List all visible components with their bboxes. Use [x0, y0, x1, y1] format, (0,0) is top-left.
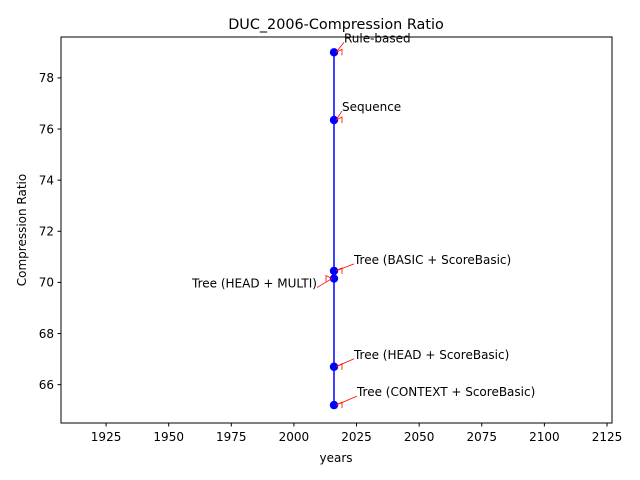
y-axis-label: Compression Ratio [15, 174, 29, 287]
annotation-arrowhead [335, 363, 343, 370]
x-tick-label: 2050 [404, 430, 435, 444]
x-axis-label: years [319, 451, 352, 465]
y-tick-label: 74 [39, 173, 54, 187]
x-axis-ticks: 1925 1950 1975 2000 2025 2050 2075 2100 2125 [91, 423, 622, 444]
y-tick-label: 72 [39, 225, 54, 239]
annotation-arrowhead [335, 401, 343, 409]
annotation-layer: Rule-based Sequence Tree (BASIC + ScoreBas… [191, 31, 535, 409]
annotation-arrowhead [325, 274, 333, 282]
y-tick-label: 70 [39, 276, 54, 290]
y-tick-label: 76 [39, 122, 54, 136]
annotation-arrowhead [335, 116, 343, 124]
data-point [329, 400, 339, 410]
data-point [329, 48, 339, 57]
y-tick-label: 78 [39, 71, 54, 85]
chart-title: DUC_2006-Compression Ratio [228, 17, 444, 33]
data-point-label: Tree (CONTEXT + ScoreBasic) [356, 385, 535, 399]
data-point-label: Tree (HEAD + ScoreBasic) [353, 348, 509, 362]
annotation-arrow [335, 42, 345, 53]
x-tick-label: 2025 [341, 430, 372, 444]
x-tick-label: 1975 [216, 430, 247, 444]
annotation-arrow [335, 110, 343, 121]
data-point [329, 266, 339, 276]
data-point-label: Tree (HEAD + MULTI) [191, 277, 317, 291]
x-tick-label: 1925 [91, 430, 122, 444]
plot-frame [60, 36, 613, 424]
y-axis-ticks: 66 68 70 72 74 76 78 [39, 71, 61, 392]
y-tick-label: 68 [39, 327, 54, 341]
y-tick-label: 66 [39, 378, 54, 392]
data-point [329, 274, 339, 283]
x-tick-label: 2125 [592, 430, 623, 444]
annotation-arrowhead [335, 267, 343, 274]
x-tick-label: 2000 [279, 430, 310, 444]
x-tick-label: 2100 [529, 430, 560, 444]
data-point-label: Rule-based [344, 31, 411, 45]
x-tick-label: 1950 [153, 430, 184, 444]
annotation-arrow [316, 278, 333, 288]
annotation-arrowhead [335, 48, 343, 56]
data-point-label: Tree (BASIC + ScoreBasic) [353, 253, 511, 267]
data-point [329, 362, 339, 371]
x-tick-label: 2075 [466, 430, 497, 444]
data-point-label: Sequence [342, 100, 401, 114]
data-point [329, 115, 339, 125]
series-layer [329, 48, 339, 410]
